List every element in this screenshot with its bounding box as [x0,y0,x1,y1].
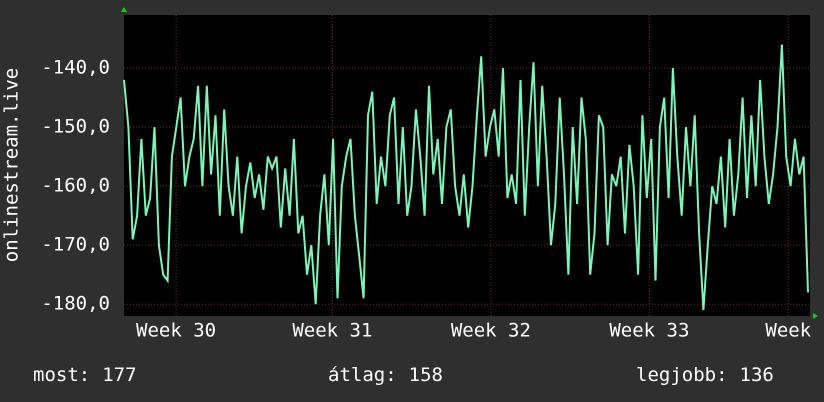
stat-label: legjobb: [636,364,728,386]
footer-stat: most: 177 [33,364,137,386]
stat-value: 177 [102,364,136,386]
stat-label: most: [33,364,90,386]
y-tick-label: -160,0 [41,175,110,197]
data-line [123,44,809,311]
y-tick-label: -140,0 [41,57,110,79]
x-tick-label: Week 32 [451,320,531,342]
stat-value: 158 [409,364,443,386]
x-tick-label: Week 33 [609,320,689,342]
stat-label: átlag: [328,364,397,386]
x-tick-label: Week [765,320,811,342]
y-tick-label: -180,0 [41,293,110,315]
y-axis-label: onlinestream.live [1,68,23,262]
y-tick-label: -170,0 [41,234,110,256]
y-tick-label: -150,0 [41,116,110,138]
x-tick-label: Week 30 [136,320,216,342]
footer-stat: legjobb: 136 [636,364,774,386]
axis-arrow [121,7,127,12]
stat-value: 136 [740,364,774,386]
axis-arrow [813,313,818,319]
x-tick-label: Week 31 [292,320,372,342]
footer-stat: átlag: 158 [328,364,443,386]
